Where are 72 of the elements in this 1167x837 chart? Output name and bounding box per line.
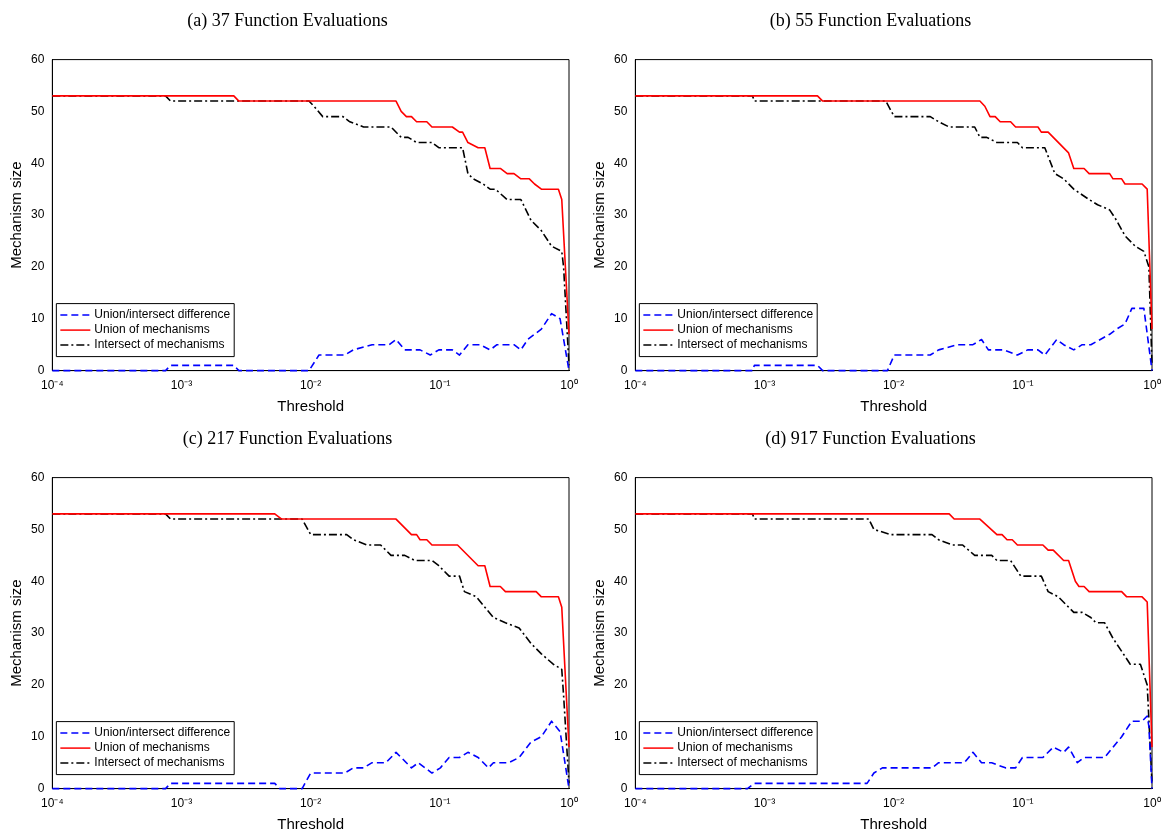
x-tick-label: 10⁻³ — [753, 796, 776, 811]
x-tick-label: 10⁰ — [1143, 796, 1161, 811]
x-tick-label: 10⁻³ — [753, 378, 776, 393]
y-tick-label: 50 — [613, 103, 628, 118]
x-tick-label: 10⁻⁴ — [624, 796, 647, 811]
x-tick-label: 10⁻² — [300, 796, 322, 811]
legend-label: Union/intersect difference — [94, 307, 231, 322]
chart-title: (a) 37 Function Evaluations — [187, 9, 388, 31]
y-tick-label: 40 — [613, 573, 628, 588]
y-tick-label: 60 — [30, 469, 45, 484]
y-tick-label: 40 — [613, 155, 628, 170]
legend-label: Union/intersect difference — [94, 725, 231, 740]
y-tick-label: 60 — [30, 51, 45, 66]
y-tick-label: 30 — [30, 625, 45, 640]
chart-title: (b) 55 Function Evaluations — [769, 9, 972, 31]
y-tick-label: 50 — [30, 521, 45, 536]
y-tick-label: 20 — [613, 259, 628, 274]
y-tick-label: 60 — [613, 51, 628, 66]
x-axis-title: Threshold — [277, 397, 345, 415]
chart-title: (c) 217 Function Evaluations — [182, 427, 393, 449]
legend-label: Union/intersect difference — [677, 725, 814, 740]
y-tick-label: 20 — [613, 677, 628, 692]
y-tick-label: 30 — [30, 207, 45, 222]
y-tick-label: 60 — [613, 469, 628, 484]
y-tick-label: 50 — [30, 103, 45, 118]
x-tick-label: 10⁻² — [883, 796, 905, 811]
y-tick-label: 40 — [30, 155, 45, 170]
y-axis-title: Mechanism size — [590, 579, 608, 687]
y-tick-label: 10 — [30, 311, 45, 326]
y-tick-label: 30 — [613, 207, 628, 222]
legend-label: Union of mechanisms — [677, 740, 793, 755]
y-axis-title: Mechanism size — [7, 161, 25, 269]
x-tick-label: 10⁰ — [1143, 378, 1161, 393]
y-tick-label: 0 — [37, 780, 45, 795]
legend-label: Intersect of mechanisms — [677, 755, 808, 770]
x-tick-label: 10⁻¹ — [429, 378, 451, 393]
legend-label: Intersect of mechanisms — [94, 755, 225, 770]
chart-title: (d) 917 Function Evaluations — [765, 427, 976, 449]
x-tick-label: 10⁰ — [560, 796, 578, 811]
legend-label: Intersect of mechanisms — [677, 337, 808, 352]
x-tick-label: 10⁻³ — [170, 378, 193, 393]
y-tick-label: 50 — [613, 521, 628, 536]
x-axis-title: Threshold — [860, 397, 928, 415]
x-axis-title: Threshold — [860, 815, 928, 833]
x-tick-label: 10⁻² — [883, 378, 905, 393]
y-tick-label: 0 — [620, 362, 628, 377]
y-axis-title: Mechanism size — [7, 579, 25, 687]
x-tick-label: 10⁻¹ — [429, 796, 451, 811]
y-tick-label: 10 — [613, 729, 628, 744]
y-axis-title: Mechanism size — [590, 161, 608, 269]
legend-label: Union of mechanisms — [677, 322, 793, 337]
x-tick-label: 10⁻⁴ — [624, 378, 647, 393]
y-tick-label: 0 — [37, 362, 45, 377]
y-tick-label: 40 — [30, 573, 45, 588]
y-tick-label: 0 — [620, 780, 628, 795]
legend-label: Union of mechanisms — [94, 740, 210, 755]
y-tick-label: 20 — [30, 677, 45, 692]
x-tick-label: 10⁻⁴ — [41, 378, 64, 393]
x-axis-title: Threshold — [277, 815, 345, 833]
legend-label: Union of mechanisms — [94, 322, 210, 337]
x-tick-label: 10⁰ — [560, 378, 578, 393]
legend-label: Union/intersect difference — [677, 307, 814, 322]
x-tick-label: 10⁻¹ — [1012, 796, 1034, 811]
x-tick-label: 10⁻³ — [170, 796, 193, 811]
x-tick-label: 10⁻⁴ — [41, 796, 64, 811]
legend-label: Intersect of mechanisms — [94, 337, 225, 352]
y-tick-label: 10 — [613, 311, 628, 326]
x-tick-label: 10⁻¹ — [1012, 378, 1034, 393]
x-tick-label: 10⁻² — [300, 378, 322, 393]
y-tick-label: 10 — [30, 729, 45, 744]
y-tick-label: 30 — [613, 625, 628, 640]
y-tick-label: 20 — [30, 259, 45, 274]
